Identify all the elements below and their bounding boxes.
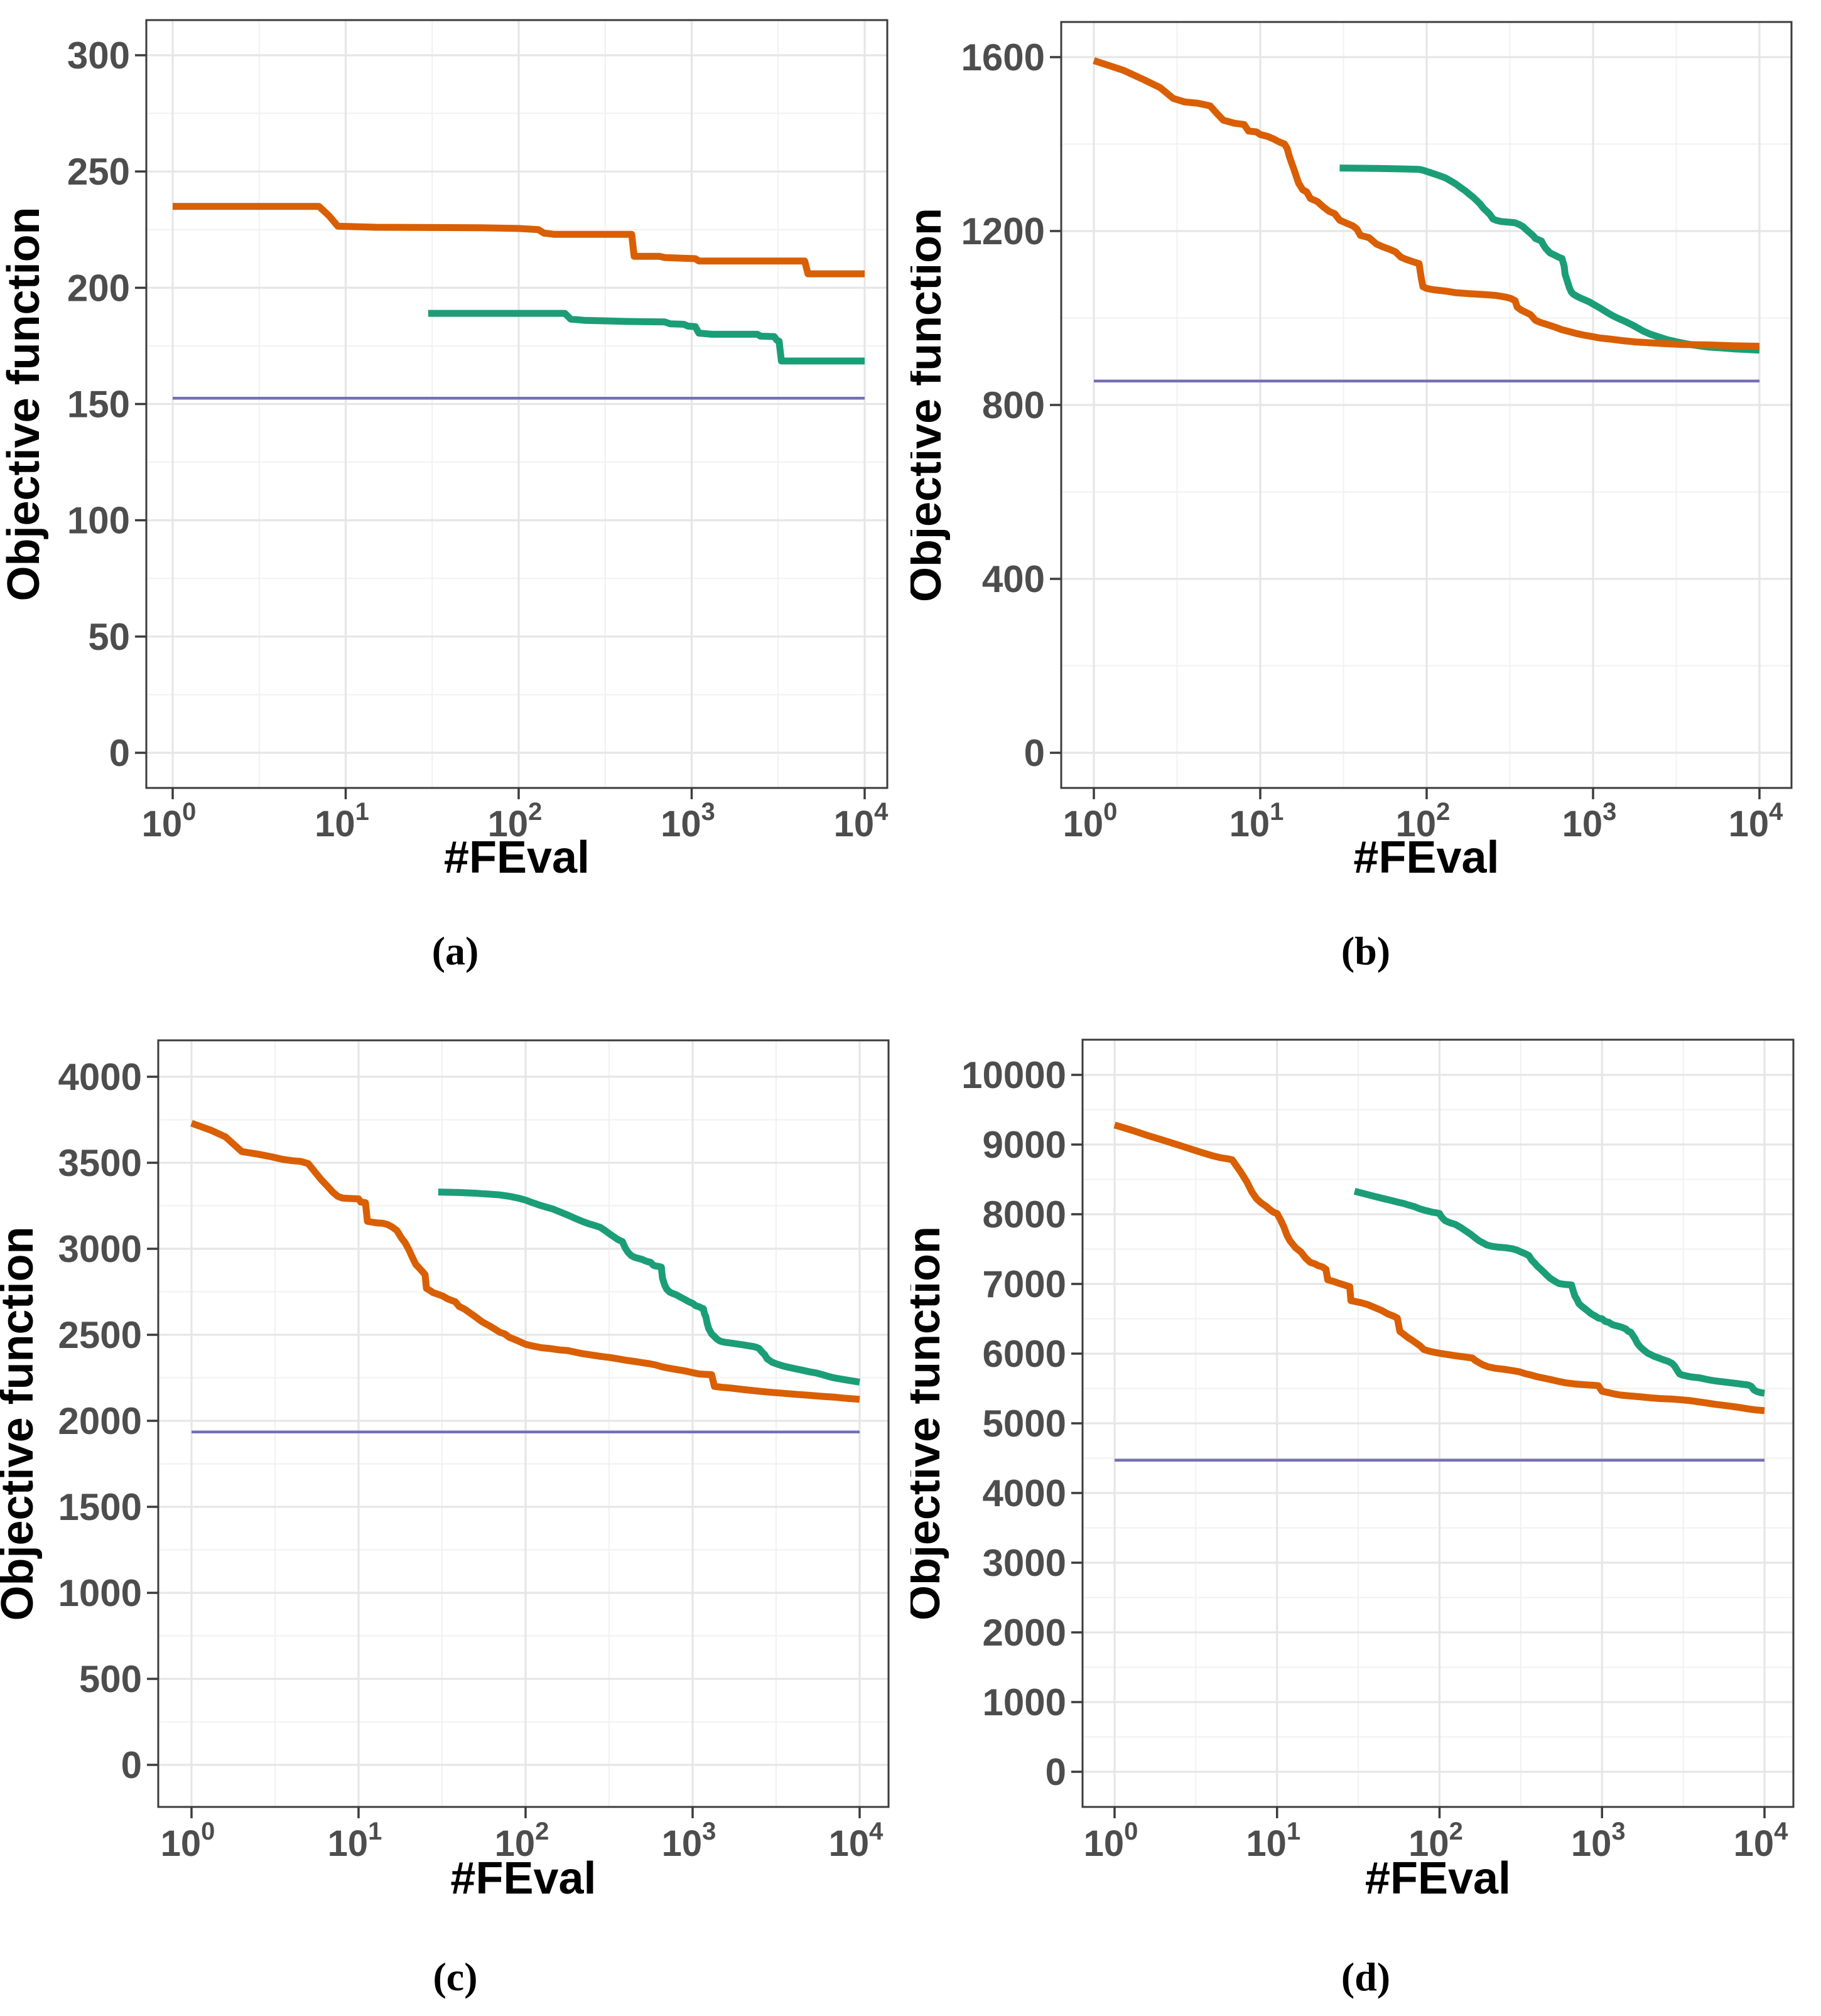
x-axis-title: #FEval [1365, 1853, 1511, 1904]
x-tick-label: 104 [1729, 798, 1784, 844]
chart-b-plot: 0 400 800 1200 1600 100 101 102 103 104 #FEval Obje… [911, 21, 1793, 883]
x-tick-label: 103 [1562, 798, 1617, 844]
y-tick-label: 4000 [58, 1056, 142, 1098]
y-tick-label: 1600 [961, 36, 1045, 78]
y-tick-label: 7000 [983, 1263, 1066, 1305]
y-tick-label: 200 [67, 267, 130, 309]
x-tick-label: 102 [495, 1818, 549, 1864]
chart-b: 0 400 800 1200 1600 100 101 102 103 104 #FEval Obje… [911, 0, 1821, 1036]
y-tick-label: 10000 [961, 1054, 1066, 1096]
y-axis-title: Objective function [0, 207, 49, 601]
y-tick-label: 0 [109, 732, 130, 774]
x-tick-label: 101 [1246, 1818, 1300, 1864]
green-line [1339, 164, 1760, 354]
y-tick-label: 1500 [58, 1486, 142, 1528]
gridlines [158, 1040, 889, 1807]
x-axis-title: #FEval [450, 1853, 596, 1904]
x-tick-label: 101 [1229, 798, 1284, 844]
x-tick-label: 100 [1063, 798, 1118, 844]
panel-border [157, 1039, 890, 1808]
chart-d-plot: 0 1000 2000 3000 4000 5000 6000 7000 8000 9000 100… [911, 1038, 1795, 1904]
y-tick-label: 1200 [961, 210, 1045, 252]
orange-line [173, 203, 865, 278]
axis-ticks: 0 50 100 150 200 250 300 100 101 102 103 104 [67, 35, 889, 844]
x-tick-label: 100 [142, 798, 197, 844]
green-line [438, 1189, 860, 1386]
y-tick-label: 0 [1046, 1751, 1066, 1793]
green-line [1353, 1188, 1765, 1397]
chart-c-plot: 0 500 1000 1500 2000 2500 3000 3500 4000 100 101 10… [0, 1039, 890, 1904]
y-axis-title: Objective function [911, 1226, 949, 1620]
chart-c-caption: (c) [433, 1954, 478, 1999]
x-tick-label: 100 [1084, 1818, 1138, 1864]
x-tick-label: 104 [834, 798, 889, 844]
orange-line [190, 1119, 860, 1403]
y-tick-label: 400 [982, 558, 1045, 600]
y-tick-label: 0 [121, 1744, 142, 1786]
chart-b-caption: (b) [1341, 929, 1391, 973]
x-tick-label: 104 [1734, 1818, 1789, 1864]
x-tick-label: 102 [1408, 1818, 1463, 1864]
axis-ticks: 0 1000 2000 3000 4000 5000 6000 7000 8000 9000 100… [961, 1054, 1788, 1864]
y-tick-label: 50 [88, 616, 130, 658]
y-tick-label: 2000 [58, 1400, 142, 1442]
y-tick-label: 1000 [58, 1572, 142, 1614]
axis-ticks: 0 500 1000 1500 2000 2500 3000 3500 4000 100 101 10… [58, 1056, 884, 1864]
y-tick-label: 2000 [983, 1612, 1066, 1654]
x-tick-label: 102 [1396, 798, 1451, 844]
y-axis-title: Objective function [0, 1226, 43, 1620]
y-tick-label: 150 [67, 384, 130, 426]
gridlines [1061, 22, 1791, 788]
y-tick-label: 9000 [983, 1124, 1066, 1166]
chart-a-plot: 0 50 100 150 200 250 300 100 101 102 103 104 #FEval O… [0, 19, 889, 883]
green-line [428, 310, 865, 365]
chart-d-caption: (d) [1341, 1954, 1391, 1999]
chart-a-caption: (a) [431, 929, 479, 973]
x-tick-label: 103 [661, 798, 715, 844]
x-tick-label: 101 [315, 798, 369, 844]
x-axis-title: #FEval [1353, 833, 1499, 883]
x-tick-label: 100 [161, 1818, 215, 1864]
gridlines [1083, 1040, 1793, 1808]
y-tick-label: 250 [67, 151, 130, 193]
y-tick-label: 6000 [983, 1333, 1066, 1375]
axis-ticks: 0 400 800 1200 1600 100 101 102 103 104 [961, 36, 1784, 844]
x-tick-label: 103 [1571, 1818, 1626, 1864]
y-tick-label: 5000 [983, 1403, 1066, 1445]
x-tick-label: 101 [328, 1818, 382, 1864]
y-tick-label: 3000 [983, 1542, 1066, 1584]
x-tick-label: 104 [829, 1818, 884, 1864]
y-tick-label: 8000 [983, 1194, 1066, 1236]
y-tick-label: 0 [1024, 732, 1045, 774]
y-tick-label: 4000 [983, 1472, 1066, 1514]
chart-c: 0 500 1000 1500 2000 2500 3000 3500 4000 100 101 10… [0, 1036, 911, 2016]
chart-a: 0 50 100 150 200 250 300 100 101 102 103 104 #FEval O… [0, 0, 911, 1036]
y-tick-label: 500 [79, 1658, 142, 1700]
y-tick-label: 1000 [983, 1681, 1066, 1723]
chart-d: 0 1000 2000 3000 4000 5000 6000 7000 8000 9000 100… [911, 1036, 1821, 2016]
x-tick-label: 103 [662, 1818, 716, 1864]
y-axis-title: Objective function [911, 208, 951, 602]
orange-line [1113, 1121, 1765, 1415]
y-tick-label: 300 [67, 35, 130, 77]
y-tick-label: 3500 [58, 1142, 142, 1184]
orange-line [1093, 57, 1760, 350]
y-tick-label: 100 [67, 500, 130, 542]
x-axis-title: #FEval [444, 833, 590, 883]
y-tick-label: 800 [982, 384, 1045, 426]
y-tick-label: 3000 [58, 1228, 142, 1270]
y-tick-label: 2500 [58, 1314, 142, 1356]
x-tick-label: 102 [488, 798, 543, 844]
gridlines [146, 20, 887, 788]
